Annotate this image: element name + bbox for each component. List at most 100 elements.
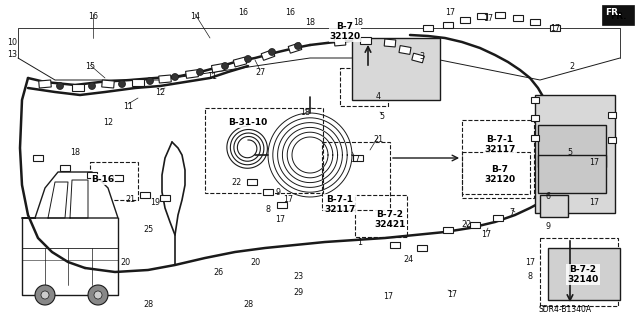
Bar: [608, 137, 616, 143]
Text: 6: 6: [545, 192, 550, 201]
Bar: [352, 38, 440, 100]
Text: B-16: B-16: [92, 175, 115, 184]
Bar: [538, 155, 606, 193]
Text: SDR4-B1340A: SDR4-B1340A: [538, 305, 591, 314]
Circle shape: [35, 285, 55, 305]
Text: 17: 17: [483, 14, 493, 23]
Bar: [355, 195, 407, 237]
Text: 1: 1: [358, 238, 362, 247]
Text: 17: 17: [525, 258, 535, 267]
Text: 5: 5: [568, 148, 573, 157]
Bar: [412, 53, 424, 63]
Bar: [360, 36, 371, 43]
Circle shape: [56, 83, 63, 90]
Bar: [277, 202, 287, 208]
Bar: [340, 68, 388, 106]
Text: 12: 12: [103, 118, 113, 127]
Text: 10: 10: [7, 38, 17, 47]
Circle shape: [94, 291, 102, 299]
Bar: [493, 215, 503, 221]
Text: 17: 17: [383, 292, 393, 301]
Text: 20: 20: [250, 258, 260, 267]
Bar: [540, 238, 618, 306]
Text: 28: 28: [243, 300, 253, 309]
Bar: [530, 19, 540, 25]
Bar: [538, 125, 606, 167]
Text: 16: 16: [238, 8, 248, 17]
Text: 5: 5: [380, 112, 385, 121]
Text: 17: 17: [550, 24, 560, 33]
Text: 17: 17: [589, 198, 599, 207]
Bar: [550, 25, 560, 31]
Circle shape: [196, 69, 204, 76]
Text: 11: 11: [207, 72, 217, 81]
Text: 16: 16: [285, 8, 295, 17]
Polygon shape: [22, 172, 118, 218]
Text: B-7-1
32117: B-7-1 32117: [324, 195, 356, 214]
Circle shape: [244, 56, 252, 63]
Text: FR.: FR.: [610, 12, 627, 21]
Bar: [33, 155, 43, 161]
Text: 23: 23: [293, 272, 303, 281]
Text: 13: 13: [7, 50, 17, 59]
Text: 17: 17: [481, 230, 491, 239]
Bar: [159, 75, 172, 83]
Circle shape: [221, 63, 228, 70]
Bar: [460, 17, 470, 23]
Text: B-7
32120: B-7 32120: [330, 22, 360, 41]
Text: 8: 8: [266, 205, 271, 214]
Text: 18: 18: [353, 18, 363, 27]
Text: FR.: FR.: [605, 8, 621, 17]
Text: 18: 18: [70, 148, 80, 157]
Bar: [548, 248, 620, 300]
Bar: [462, 120, 534, 198]
Circle shape: [269, 48, 275, 56]
Bar: [261, 50, 275, 60]
Text: B-7
32120: B-7 32120: [484, 165, 516, 184]
Text: 17: 17: [283, 195, 293, 204]
Text: 22: 22: [231, 178, 241, 187]
Bar: [90, 162, 138, 200]
Bar: [140, 192, 150, 198]
Circle shape: [294, 42, 301, 49]
Text: 29: 29: [293, 288, 303, 297]
Bar: [417, 245, 427, 251]
Text: 19: 19: [150, 198, 160, 207]
Bar: [322, 142, 390, 210]
Bar: [113, 175, 123, 181]
Bar: [334, 38, 346, 46]
Text: 28: 28: [143, 300, 153, 309]
Text: B-31-10: B-31-10: [228, 118, 268, 127]
Circle shape: [88, 285, 108, 305]
Text: 17: 17: [447, 290, 457, 299]
Bar: [462, 152, 530, 194]
Bar: [535, 95, 615, 213]
Bar: [531, 115, 539, 121]
Circle shape: [172, 73, 179, 80]
Text: 17: 17: [589, 158, 599, 167]
Text: 7: 7: [509, 208, 515, 217]
Text: 21: 21: [125, 195, 135, 204]
Bar: [608, 112, 616, 118]
Bar: [60, 165, 70, 171]
Text: 2: 2: [570, 62, 575, 71]
Text: 17: 17: [350, 155, 360, 164]
Text: 17: 17: [275, 215, 285, 224]
Bar: [443, 22, 453, 28]
Bar: [443, 227, 453, 233]
Bar: [186, 70, 198, 78]
Text: 20: 20: [120, 258, 130, 267]
Bar: [263, 189, 273, 195]
Text: 17: 17: [445, 8, 455, 17]
Text: 24: 24: [403, 255, 413, 264]
Circle shape: [118, 80, 125, 87]
Text: 22: 22: [461, 220, 471, 229]
Bar: [423, 25, 433, 31]
Bar: [477, 13, 487, 19]
Text: 14: 14: [190, 12, 200, 21]
Bar: [205, 108, 323, 193]
Circle shape: [88, 83, 95, 90]
Text: B-7-2
32140: B-7-2 32140: [568, 265, 598, 285]
Text: B-7-1
32117: B-7-1 32117: [484, 135, 516, 154]
Bar: [247, 179, 257, 185]
